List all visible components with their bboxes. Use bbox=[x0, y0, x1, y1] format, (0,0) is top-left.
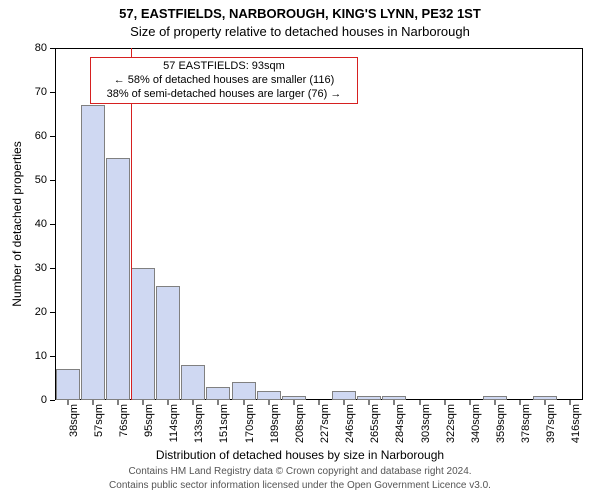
x-tick-label: 95sqm bbox=[143, 404, 155, 437]
x-tick-label: 378sqm bbox=[520, 404, 532, 443]
credit-line-2: Contains public sector information licen… bbox=[0, 480, 600, 491]
annotation-line-1: 57 EASTFIELDS: 93sqm bbox=[97, 60, 351, 74]
bar bbox=[156, 286, 180, 400]
x-tick-label: 38sqm bbox=[68, 404, 80, 437]
bar bbox=[56, 369, 80, 400]
bar bbox=[206, 387, 230, 400]
x-tick-label: 340sqm bbox=[470, 404, 482, 443]
y-tick-mark bbox=[50, 92, 55, 93]
x-tick-label: 114sqm bbox=[168, 404, 180, 442]
x-tick-label: 76sqm bbox=[118, 404, 130, 437]
x-tick-label: 189sqm bbox=[269, 404, 281, 443]
bar bbox=[81, 105, 105, 400]
x-tick-label: 208sqm bbox=[294, 404, 306, 443]
bar bbox=[483, 396, 507, 400]
x-tick-label: 265sqm bbox=[369, 404, 381, 443]
x-tick-label: 170sqm bbox=[244, 404, 256, 443]
x-axis-label: Distribution of detached houses by size … bbox=[0, 448, 600, 462]
chart-title-sub: Size of property relative to detached ho… bbox=[0, 24, 600, 39]
x-tick-label: 133sqm bbox=[193, 404, 205, 443]
bar bbox=[106, 158, 130, 400]
x-tick-label: 397sqm bbox=[545, 404, 557, 443]
x-tick-label: 57sqm bbox=[93, 404, 105, 437]
x-tick-label: 322sqm bbox=[445, 404, 457, 443]
x-tick-label: 284sqm bbox=[394, 404, 406, 443]
bar bbox=[232, 382, 256, 400]
y-tick-mark bbox=[50, 224, 55, 225]
annotation-line-2: ← 58% of detached houses are smaller (11… bbox=[97, 74, 351, 88]
bar bbox=[257, 391, 281, 400]
x-tick-label: 246sqm bbox=[344, 404, 356, 443]
bar bbox=[533, 396, 557, 400]
x-tick-label: 227sqm bbox=[319, 404, 331, 443]
annotation-line-3: 38% of semi-detached houses are larger (… bbox=[97, 88, 351, 102]
y-tick-mark bbox=[50, 268, 55, 269]
x-tick-label: 359sqm bbox=[495, 404, 507, 443]
x-tick-label: 151sqm bbox=[218, 404, 230, 443]
credit-line-1: Contains HM Land Registry data © Crown c… bbox=[0, 466, 600, 477]
chart-title-main: 57, EASTFIELDS, NARBOROUGH, KING'S LYNN,… bbox=[0, 6, 600, 21]
y-tick-mark bbox=[50, 48, 55, 49]
bar bbox=[131, 268, 155, 400]
annotation-box: 57 EASTFIELDS: 93sqm ← 58% of detached h… bbox=[90, 57, 358, 104]
bar bbox=[282, 396, 306, 400]
bar bbox=[332, 391, 356, 400]
x-tick-label: 416sqm bbox=[570, 404, 582, 443]
y-tick-mark bbox=[50, 180, 55, 181]
x-tick-label: 303sqm bbox=[420, 404, 432, 443]
y-tick-mark bbox=[50, 356, 55, 357]
page-root: 57, EASTFIELDS, NARBOROUGH, KING'S LYNN,… bbox=[0, 0, 600, 500]
y-tick-mark bbox=[50, 312, 55, 313]
bar bbox=[181, 365, 205, 400]
y-axis-label: Number of detached properties bbox=[10, 141, 24, 306]
bar bbox=[382, 396, 406, 400]
y-tick-mark bbox=[50, 136, 55, 137]
y-tick-mark bbox=[50, 400, 55, 401]
bar bbox=[357, 396, 381, 400]
